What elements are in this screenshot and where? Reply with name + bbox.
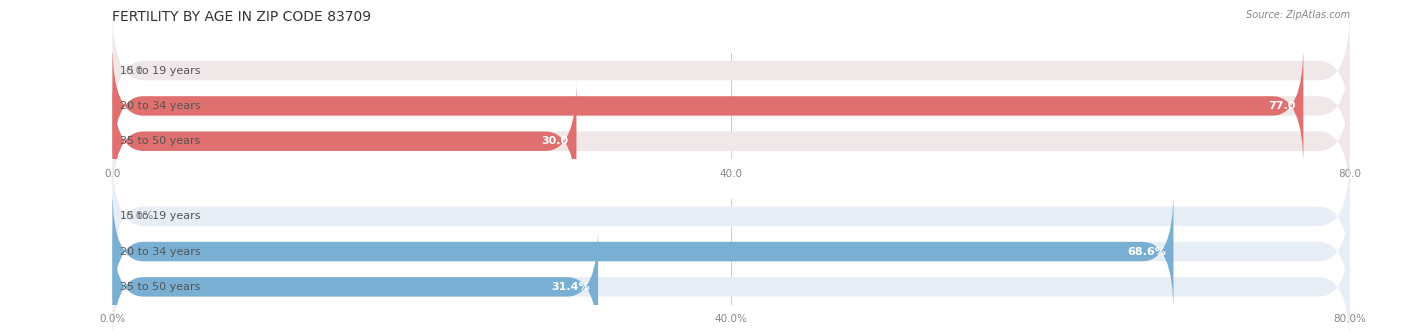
- FancyBboxPatch shape: [112, 80, 1350, 202]
- Text: FERTILITY BY AGE IN ZIP CODE 83709: FERTILITY BY AGE IN ZIP CODE 83709: [112, 10, 371, 24]
- Text: 15 to 19 years: 15 to 19 years: [121, 66, 201, 75]
- Text: 31.4%: 31.4%: [551, 282, 591, 292]
- Text: 68.6%: 68.6%: [1126, 247, 1166, 257]
- FancyBboxPatch shape: [112, 226, 1350, 331]
- Text: 20 to 34 years: 20 to 34 years: [121, 247, 201, 257]
- FancyBboxPatch shape: [112, 191, 1174, 312]
- FancyBboxPatch shape: [112, 191, 1350, 312]
- Text: 35 to 50 years: 35 to 50 years: [121, 282, 201, 292]
- Text: 77.0: 77.0: [1268, 101, 1296, 111]
- FancyBboxPatch shape: [112, 80, 576, 202]
- FancyBboxPatch shape: [112, 45, 1303, 167]
- FancyBboxPatch shape: [112, 45, 1350, 167]
- FancyBboxPatch shape: [112, 10, 1350, 131]
- Text: 0.0%: 0.0%: [125, 211, 153, 221]
- Text: Source: ZipAtlas.com: Source: ZipAtlas.com: [1246, 10, 1350, 20]
- Text: 30.0: 30.0: [541, 136, 568, 146]
- Text: 35 to 50 years: 35 to 50 years: [121, 136, 201, 146]
- Text: 0.0: 0.0: [125, 66, 142, 75]
- Text: 20 to 34 years: 20 to 34 years: [121, 101, 201, 111]
- FancyBboxPatch shape: [112, 226, 598, 331]
- FancyBboxPatch shape: [112, 155, 1350, 277]
- Text: 15 to 19 years: 15 to 19 years: [121, 211, 201, 221]
